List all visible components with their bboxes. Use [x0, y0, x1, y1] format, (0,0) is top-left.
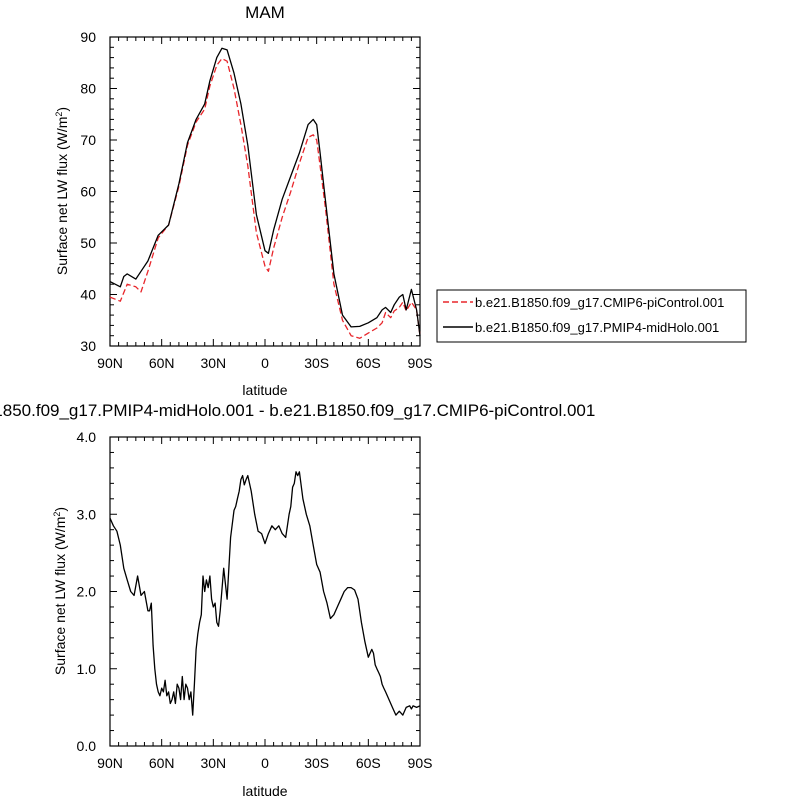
legend-box	[436, 289, 747, 343]
bottom-chart-series-line-0	[109, 471, 421, 716]
bottom-chart: b.e21.B1850.f09_g17.PMIP4-midHolo.001 - …	[0, 401, 595, 799]
top-chart-x-tick-label: 90S	[408, 355, 433, 371]
bottom-chart-x-tick-label: 30N	[200, 755, 226, 771]
bottom-chart-y-tick-label: 1.0	[77, 661, 97, 677]
top-chart-x-tick-label: 60N	[149, 355, 175, 371]
bottom-chart-x-tick-label: 60S	[356, 755, 381, 771]
legend-label-midholo: b.e21.B1850.f09_g17.PMIP4-midHolo.001	[475, 320, 719, 335]
top-chart-title: MAM	[245, 3, 285, 22]
bottom-plot-area: 90N 60N 30N 0 30S 60S 90S 0.0 1.0 2.0 3.0 4.0	[77, 429, 433, 771]
bottom-chart-x-tick-label: 0	[261, 755, 269, 771]
bottom-chart-x-tick-label: 60N	[149, 755, 175, 771]
bottom-chart-y-axis-label: Surface net LW flux (W/m2)	[52, 507, 68, 675]
top-chart-y-axis-label: Surface net LW flux (W/m2)	[54, 107, 70, 275]
bottom-chart-x-tick-label: 90N	[97, 755, 123, 771]
top-chart-x-tick-label: 0	[261, 355, 269, 371]
top-chart-y-tick-label: 60	[80, 184, 96, 200]
top-chart-x-axis-label: latitude	[242, 382, 287, 398]
bottom-chart-y-tick-label: 2.0	[77, 584, 97, 600]
top-chart-series-line-0	[109, 57, 421, 339]
bottom-chart-title: b.e21.B1850.f09_g17.PMIP4-midHolo.001 - …	[0, 401, 595, 420]
legend-label-picontrol: b.e21.B1850.f09_g17.CMIP6-piControl.001	[475, 295, 724, 310]
top-chart-y-tick-label: 70	[80, 132, 96, 148]
bottom-chart-frame	[109, 436, 421, 747]
top-chart-y-tick-label: 40	[80, 287, 96, 303]
top-chart-x-tick-label: 60S	[356, 355, 381, 371]
top-chart-x-tick-label: 30S	[304, 355, 329, 371]
top-chart-y-tick-label: 50	[80, 235, 96, 251]
bottom-chart-x-axis-label: latitude	[242, 783, 287, 799]
top-plot-area: 90N 60N 30N 0 30S 60S 90S 30 40 50 60 70 80 90	[80, 29, 432, 371]
bottom-chart-x-tick-label: 30S	[304, 755, 329, 771]
bottom-chart-y-tick-label: 4.0	[77, 429, 97, 445]
bottom-chart-y-tick-label: 0.0	[77, 738, 97, 754]
top-chart-x-tick-label: 90N	[97, 355, 123, 371]
legend: b.e21.B1850.f09_g17.CMIP6-piControl.001 …	[436, 289, 747, 343]
top-chart-frame	[109, 36, 421, 347]
top-chart-y-tick-label: 90	[80, 29, 96, 45]
top-chart: MAM 90N 60N 30N 0 30S 60S 90S 30 40 50 60 70 80 90 la…	[54, 3, 432, 398]
bottom-chart-x-tick-label: 90S	[408, 755, 433, 771]
top-chart-x-tick-label: 30N	[200, 355, 226, 371]
top-chart-y-tick-label: 30	[80, 338, 96, 354]
top-chart-y-tick-label: 80	[80, 81, 96, 97]
top-chart-series-line-1	[109, 47, 421, 336]
bottom-chart-y-tick-label: 3.0	[77, 506, 97, 522]
